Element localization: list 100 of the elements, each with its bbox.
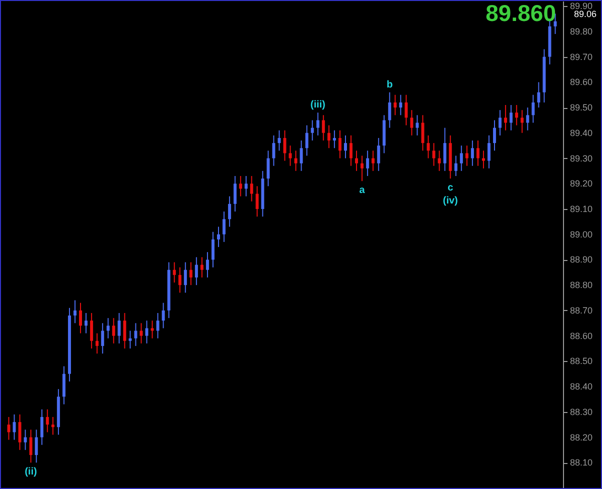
candlestick: [399, 94, 402, 116]
candlestick: [234, 176, 237, 212]
candlestick: [416, 114, 419, 136]
candlestick: [332, 130, 336, 149]
candlestick: [470, 140, 474, 166]
candlestick: [145, 320, 148, 344]
candlestick: [278, 130, 281, 152]
candlestick: [344, 134, 347, 159]
candlestick: [504, 104, 508, 131]
candlestick: [482, 150, 485, 169]
candlestick: [294, 150, 298, 172]
candlestick: [128, 330, 132, 349]
y-tick-label: 88.80: [570, 280, 593, 290]
candlestick: [554, 13, 557, 34]
y-tick-label: 89.50: [570, 102, 593, 113]
candlestick: [394, 94, 397, 116]
candlestick: [239, 176, 242, 197]
candlestick: [476, 140, 480, 166]
y-tick-label: 88.60: [570, 330, 593, 341]
candlestick: [438, 150, 441, 172]
candlestick: [256, 186, 259, 218]
y-tick-label: 89.10: [570, 204, 593, 214]
candlestick: [432, 142, 436, 166]
annotation: c: [448, 182, 454, 194]
candlestick: [40, 408, 44, 446]
candlestick: [106, 318, 110, 339]
text: 89.06: [574, 9, 597, 19]
candlestick: [421, 114, 424, 152]
candlestick: [118, 312, 121, 344]
candlestick: [84, 312, 88, 334]
candlestick: [410, 110, 414, 136]
candlestick: [228, 196, 232, 228]
candlestick: [206, 252, 209, 278]
y-tick-label: 89.40: [570, 128, 593, 138]
candlestick: [300, 140, 303, 172]
y-tick-label: 89.00: [570, 229, 593, 240]
candlestick: [46, 408, 49, 433]
y-tick-label: 89.60: [570, 77, 593, 88]
candlestick: [250, 176, 254, 202]
candlestick: [212, 231, 214, 268]
candlestick: [34, 429, 38, 464]
candlestick: [244, 176, 248, 197]
candlestick: [443, 127, 446, 172]
candlestick: [184, 262, 187, 294]
candlestick: [338, 130, 342, 159]
y-tick-label: 88.90: [570, 254, 593, 265]
candlestick: [465, 145, 468, 166]
annotation: (iv): [442, 196, 458, 207]
candlestick: [488, 134, 490, 169]
candlestick: [355, 150, 358, 172]
candlestick: [12, 414, 16, 440]
candlestick: [162, 302, 165, 329]
candlestick: [189, 262, 192, 286]
candlestick: [178, 266, 182, 294]
candlestick: [272, 134, 276, 166]
candlestick: [350, 134, 352, 166]
y-tick-label: 89.90: [570, 1, 593, 12]
y-tick-label: 89.80: [570, 26, 593, 36]
candlestick: [200, 256, 204, 278]
candlestick: [283, 130, 286, 162]
y-tick-label: 88.50: [570, 356, 593, 366]
candlestick: [96, 332, 99, 354]
y-tick-label: 88.40: [570, 382, 593, 392]
y-tick-label: 88.70: [570, 305, 593, 316]
annotation: b: [386, 79, 393, 90]
candlestick: [29, 429, 32, 464]
candlestick: [460, 145, 463, 172]
candlestick: [372, 150, 375, 172]
candlestick: [310, 120, 314, 142]
candlestick: [79, 302, 82, 334]
candlestick: [532, 94, 535, 124]
candlestick: [18, 414, 22, 450]
y-tick-label: 88.30: [570, 406, 593, 417]
candlestick: [156, 312, 160, 339]
annotation: 89.860: [486, 0, 556, 26]
y-tick-label: 88.10: [570, 458, 593, 468]
candlestick: [24, 429, 27, 450]
candlestick: [217, 226, 220, 248]
candlestick: [101, 322, 104, 354]
candlestick: [288, 145, 292, 166]
annotation: (ii): [24, 466, 37, 478]
candlestick: [90, 312, 94, 349]
candlestick: [537, 82, 540, 108]
y-tick-label: 89.30: [570, 153, 593, 164]
candlestick: [172, 262, 176, 284]
candlestick: [316, 112, 320, 136]
candlestick: [266, 150, 270, 187]
annotation: a: [359, 185, 366, 196]
candlestick: [74, 300, 76, 324]
candlestick: [123, 312, 126, 349]
candlestick: [327, 124, 330, 149]
candlestick: [51, 416, 54, 436]
candlestick: [112, 318, 116, 344]
candlestick: [150, 320, 154, 339]
candlestick: [526, 107, 530, 131]
candlestick: [498, 110, 502, 136]
candlestick: [322, 114, 325, 142]
y-tick-label: 88.20: [570, 432, 593, 442]
candlestick: [366, 150, 370, 177]
y-tick-label: 89.70: [570, 52, 593, 62]
